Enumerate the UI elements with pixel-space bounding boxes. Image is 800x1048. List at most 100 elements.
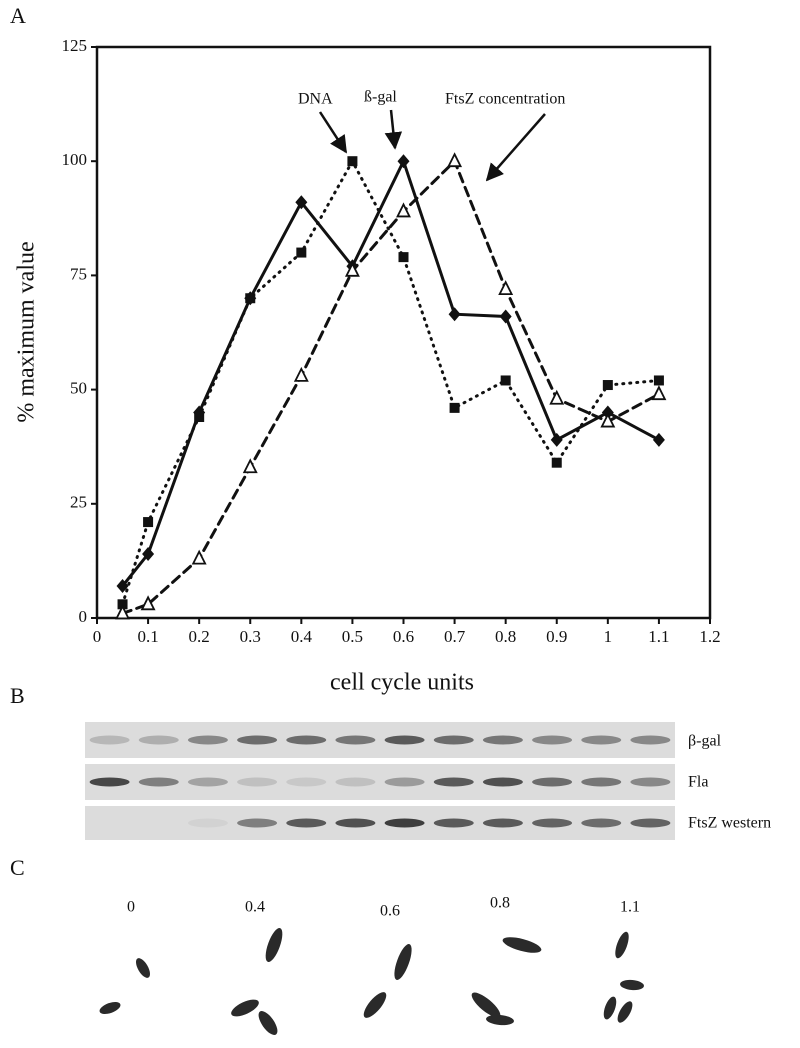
- annotation: DNA: [298, 91, 333, 108]
- band: [482, 818, 523, 828]
- series: [115, 152, 667, 620]
- band: [187, 735, 228, 745]
- y-tick-label: 0: [79, 607, 88, 626]
- cell: [231, 999, 259, 1017]
- point: [397, 154, 410, 169]
- band: [187, 818, 228, 828]
- band: [581, 777, 622, 787]
- point: [140, 595, 156, 611]
- arrow: [384, 109, 403, 150]
- blot-label: Fla: [688, 774, 708, 791]
- point: [116, 579, 129, 594]
- blot-strip: [85, 764, 675, 800]
- series: [116, 154, 665, 594]
- point: [549, 389, 565, 405]
- band: [89, 735, 130, 745]
- x-tick-label: 0.2: [189, 627, 210, 646]
- y-tick-label: 100: [62, 150, 88, 169]
- cell: [363, 992, 387, 1018]
- point: [242, 458, 258, 474]
- x-axis-title: cell cycle units: [330, 670, 474, 696]
- point: [652, 432, 665, 447]
- y-axis-title: % maximum value: [14, 241, 40, 422]
- band: [286, 777, 327, 787]
- time-label: 0.8: [490, 895, 510, 912]
- cell: [258, 1011, 278, 1035]
- band: [237, 735, 278, 745]
- band: [335, 777, 376, 787]
- band: [581, 818, 622, 828]
- point: [651, 385, 667, 401]
- time-label: 0: [127, 899, 135, 916]
- band: [482, 735, 523, 745]
- cell: [617, 1001, 633, 1023]
- point: [191, 549, 207, 565]
- point: [449, 402, 460, 413]
- band: [90, 819, 130, 828]
- line: [121, 157, 661, 588]
- band: [532, 777, 573, 787]
- point: [344, 261, 360, 277]
- point: [293, 366, 309, 382]
- point: [143, 517, 154, 528]
- point: [447, 152, 463, 168]
- panel-label: A: [10, 3, 26, 28]
- band: [286, 818, 327, 828]
- x-tick-label: 0.7: [444, 627, 466, 646]
- band: [89, 777, 130, 787]
- time-label: 0.4: [245, 899, 265, 916]
- cell: [471, 992, 501, 1018]
- point: [653, 375, 664, 386]
- x-tick-label: 0.3: [240, 627, 261, 646]
- plot-frame: [95, 45, 712, 620]
- y-tick-label: 125: [62, 36, 88, 55]
- blot-strip: [85, 722, 675, 758]
- band: [335, 735, 376, 745]
- annotation: ß-gal: [364, 89, 397, 106]
- band: [335, 818, 376, 828]
- band: [237, 818, 278, 828]
- x-tick-label: 1.1: [648, 627, 669, 646]
- cell: [265, 927, 283, 963]
- arrow: [485, 113, 546, 182]
- time-labels: 0 0.4 0.6 0.8 1.1: [127, 895, 640, 920]
- band: [433, 818, 474, 828]
- annotation: FtsZ concentration: [445, 91, 565, 108]
- blot-label: FtsZ western: [688, 815, 771, 832]
- point: [499, 309, 512, 324]
- band: [237, 777, 278, 787]
- band: [630, 735, 671, 745]
- blot-label: β-gal: [688, 733, 722, 750]
- band: [138, 735, 179, 745]
- blot-strip: [85, 806, 675, 840]
- band: [187, 777, 228, 787]
- band: [286, 735, 327, 745]
- x-tick-label: 0.4: [291, 627, 313, 646]
- point: [296, 247, 307, 258]
- point: [142, 547, 155, 562]
- point: [193, 405, 206, 420]
- point: [398, 252, 409, 263]
- y-tick-label: 25: [70, 493, 87, 512]
- band: [139, 819, 179, 828]
- x-tick-label: 0: [93, 627, 102, 646]
- point: [602, 380, 613, 391]
- band: [630, 818, 671, 828]
- point: [550, 432, 563, 447]
- point: [498, 280, 514, 296]
- cell: [99, 1001, 121, 1015]
- point: [600, 412, 616, 428]
- point: [396, 202, 411, 218]
- x-tick-label: 0.8: [495, 627, 516, 646]
- time-label: 1.1: [620, 899, 640, 916]
- cell: [136, 958, 150, 978]
- cell: [615, 931, 629, 959]
- point: [295, 195, 308, 210]
- point: [500, 375, 511, 386]
- point: [601, 405, 614, 420]
- point: [347, 156, 358, 167]
- band: [384, 818, 425, 828]
- point: [244, 291, 257, 306]
